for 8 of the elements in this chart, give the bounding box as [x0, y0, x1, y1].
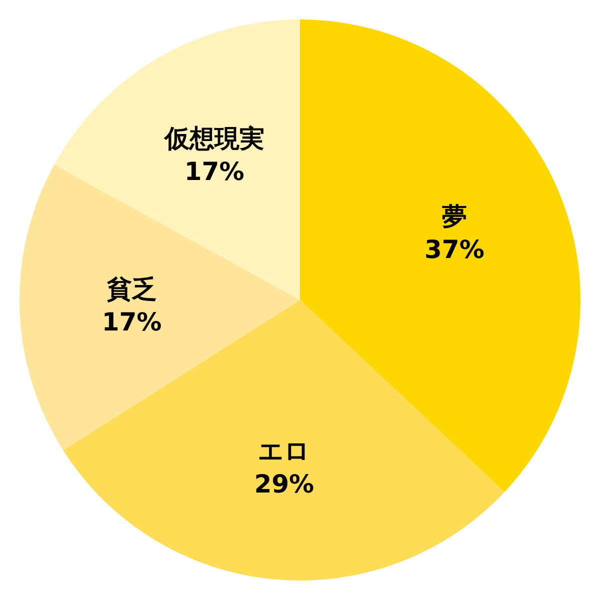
slice-label: 仮想現実: [163, 124, 264, 154]
data-label: 17%: [102, 307, 162, 336]
data-label: 29%: [254, 470, 314, 499]
data-label: 37%: [424, 235, 484, 264]
slice-label: 夢: [442, 202, 467, 232]
data-label: 17%: [184, 157, 244, 186]
slice-label: 貧乏: [106, 274, 157, 304]
slice-label: エロ: [258, 436, 310, 466]
